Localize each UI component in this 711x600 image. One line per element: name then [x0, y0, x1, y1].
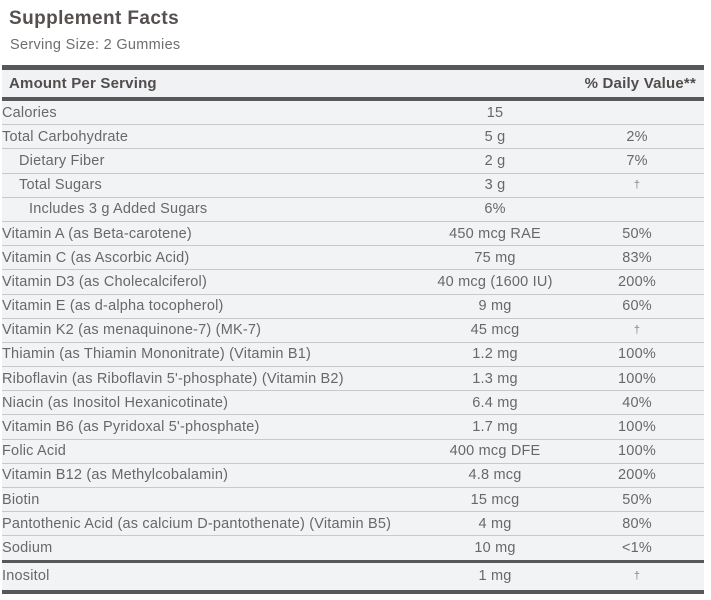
- nutrient-row: Vitamin C (as Ascorbic Acid) 75 mg 83%: [2, 245, 704, 271]
- facts-table-body: Calories 15 Total Carbohydrate 5 g 2% Di…: [2, 101, 704, 590]
- nutrient-daily-value: 40%: [570, 390, 704, 416]
- nutrient-daily-value: 50%: [570, 487, 704, 513]
- nutrient-row: Dietary Fiber 2 g 7%: [2, 148, 704, 174]
- nutrient-amount: 40 mcg (1600 IU): [420, 269, 570, 295]
- nutrient-amount: 9 mg: [420, 294, 570, 319]
- nutrient-row: Pantothenic Acid (as calcium D-pantothen…: [2, 511, 704, 537]
- nutrient-amount: 450 mcg RAE: [420, 221, 570, 247]
- nutrient-amount: 4.8 mcg: [420, 463, 570, 489]
- nutrient-row: Vitamin K2 (as menaquinone-7) (MK-7) 45 …: [2, 318, 704, 343]
- nutrient-daily-value: 200%: [570, 269, 704, 295]
- nutrient-name: Vitamin A (as Beta-carotene): [2, 221, 420, 247]
- nutrient-name: Dietary Fiber: [2, 148, 420, 174]
- nutrient-daily-value: 83%: [570, 245, 704, 271]
- nutrient-amount: 400 mcg DFE: [420, 439, 570, 464]
- nutrient-daily-value: 200%: [570, 463, 704, 489]
- nutrient-name: Total Carbohydrate: [2, 124, 420, 150]
- nutrient-row: Vitamin D3 (as Cholecalciferol) 40 mcg (…: [2, 269, 704, 295]
- nutrient-name: Riboflavin (as Riboflavin 5'-phosphate) …: [2, 366, 420, 392]
- serving-size-text: Serving Size: 2 Gummies: [10, 37, 181, 53]
- nutrient-name: Total Sugars: [2, 173, 420, 198]
- nutrient-daily-value: 100%: [570, 366, 704, 392]
- divider-thick-bottom: [2, 589, 704, 594]
- nutrient-row: Sodium 10 mg <1%: [2, 535, 704, 563]
- divider-thick-under-header: [2, 97, 704, 101]
- nutrient-amount: 2 g: [420, 148, 570, 174]
- nutrient-name: Sodium: [2, 535, 420, 563]
- nutrient-amount: 75 mg: [420, 245, 570, 271]
- nutrient-amount: 1.7 mg: [420, 414, 570, 440]
- nutrient-daily-value: [570, 101, 704, 126]
- nutrient-amount: 15: [420, 101, 570, 126]
- facts-table: Calories 15 Total Carbohydrate 5 g 2% Di…: [2, 101, 704, 590]
- nutrient-name: Vitamin B6 (as Pyridoxal 5'-phosphate): [2, 414, 420, 440]
- nutrient-name: Niacin (as Inositol Hexanicotinate): [2, 390, 420, 416]
- nutrient-daily-value: 2%: [570, 124, 704, 150]
- nutrient-row: Biotin 15 mcg 50%: [2, 487, 704, 513]
- nutrient-name: Biotin: [2, 487, 420, 513]
- nutrient-name: Vitamin C (as Ascorbic Acid): [2, 245, 420, 271]
- nutrient-name: Vitamin E (as d-alpha tocopherol): [2, 294, 420, 319]
- nutrient-amount: 15 mcg: [420, 487, 570, 513]
- nutrient-row: Vitamin B6 (as Pyridoxal 5'-phosphate) 1…: [2, 414, 704, 440]
- nutrient-daily-value: <1%: [570, 535, 704, 563]
- nutrient-amount: 45 mcg: [420, 318, 570, 343]
- nutrient-row: Niacin (as Inositol Hexanicotinate) 6.4 …: [2, 390, 704, 416]
- nutrient-daily-value: †: [570, 318, 704, 343]
- table-header-row: Amount Per Serving % Daily Value**: [2, 70, 704, 97]
- nutrient-row: Folic Acid 400 mcg DFE 100%: [2, 439, 704, 464]
- nutrient-daily-value: 60%: [570, 294, 704, 319]
- nutrient-amount: 6%: [420, 197, 570, 222]
- nutrient-daily-value: 100%: [570, 342, 704, 368]
- nutrient-name: Calories: [2, 101, 420, 126]
- nutrient-name: Vitamin B12 (as Methylcobalamin): [2, 463, 420, 489]
- nutrient-amount: 10 mg: [420, 535, 570, 563]
- nutrient-row: Vitamin B12 (as Methylcobalamin) 4.8 mcg…: [2, 463, 704, 489]
- nutrient-daily-value: [570, 197, 704, 222]
- nutrient-name: Pantothenic Acid (as calcium D-pantothen…: [2, 511, 420, 537]
- nutrient-amount: 1 mg: [420, 561, 570, 590]
- nutrient-name: Vitamin K2 (as menaquinone-7) (MK-7): [2, 318, 420, 343]
- nutrient-daily-value: †: [570, 561, 704, 590]
- nutrient-amount: 1.2 mg: [420, 342, 570, 368]
- nutrient-row: Total Sugars 3 g †: [2, 173, 704, 198]
- nutrient-daily-value: 80%: [570, 511, 704, 537]
- nutrient-row: Thiamin (as Thiamin Mononitrate) (Vitami…: [2, 342, 704, 368]
- nutrient-amount: 6.4 mg: [420, 390, 570, 416]
- nutrient-daily-value: 100%: [570, 439, 704, 464]
- panel-title: Supplement Facts: [9, 8, 180, 29]
- nutrient-name: Folic Acid: [2, 439, 420, 464]
- nutrient-daily-value: 50%: [570, 221, 704, 247]
- nutrient-amount: 3 g: [420, 173, 570, 198]
- nutrient-daily-value: 100%: [570, 414, 704, 440]
- nutrient-row: Includes 3 g Added Sugars 6%: [2, 197, 704, 222]
- daily-value-header: % Daily Value**: [584, 75, 696, 92]
- nutrient-daily-value: †: [570, 173, 704, 198]
- nutrient-amount: 5 g: [420, 124, 570, 150]
- nutrient-name: Includes 3 g Added Sugars: [2, 197, 420, 222]
- nutrient-row: Calories 15: [2, 101, 704, 126]
- nutrient-row: Riboflavin (as Riboflavin 5'-phosphate) …: [2, 366, 704, 392]
- nutrient-name: Inositol: [2, 561, 420, 590]
- nutrient-name: Thiamin (as Thiamin Mononitrate) (Vitami…: [2, 342, 420, 368]
- nutrient-row: Total Carbohydrate 5 g 2%: [2, 124, 704, 150]
- nutrient-daily-value: 7%: [570, 148, 704, 174]
- amount-per-serving-header: Amount Per Serving: [9, 75, 157, 92]
- nutrient-amount: 1.3 mg: [420, 366, 570, 392]
- supplement-facts-panel: Supplement Facts Serving Size: 2 Gummies…: [2, 8, 704, 594]
- nutrient-row: Inositol 1 mg †: [2, 561, 704, 590]
- nutrient-row: Vitamin E (as d-alpha tocopherol) 9 mg 6…: [2, 294, 704, 319]
- divider-thick-top: [2, 65, 704, 70]
- nutrient-name: Vitamin D3 (as Cholecalciferol): [2, 269, 420, 295]
- nutrient-row: Vitamin A (as Beta-carotene) 450 mcg RAE…: [2, 221, 704, 247]
- nutrient-amount: 4 mg: [420, 511, 570, 537]
